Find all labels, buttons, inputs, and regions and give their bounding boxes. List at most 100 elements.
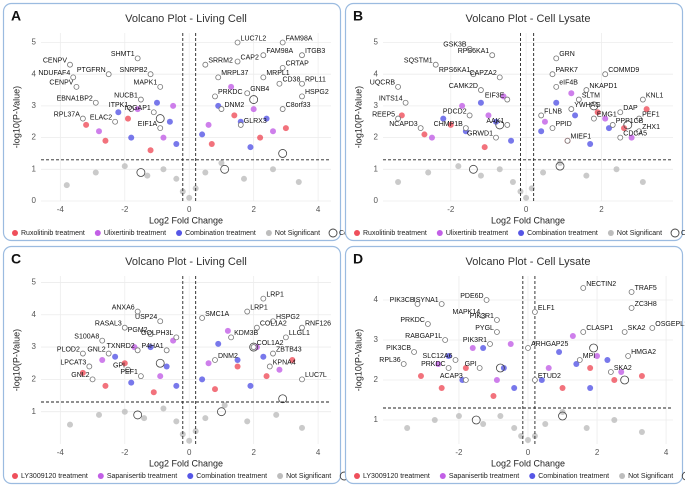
- labeled-point: [79, 115, 86, 122]
- data-point: [480, 421, 487, 427]
- gene-label: TRAF5: [635, 285, 657, 292]
- data-point: [471, 415, 481, 425]
- labeled-point: [607, 369, 614, 375]
- labeled-point: [253, 324, 260, 331]
- data-point: [128, 379, 135, 386]
- gene-label: PDE6D: [460, 293, 483, 300]
- data-point: [594, 353, 601, 359]
- legend-marker: [12, 230, 18, 236]
- data-point: [282, 125, 289, 132]
- labeled-point: [270, 350, 276, 357]
- gene-label: CAP2: [241, 54, 259, 61]
- data-point: [555, 161, 565, 171]
- data-point: [83, 121, 90, 128]
- data-point: [160, 134, 167, 141]
- labeled-point: [602, 71, 609, 78]
- gene-label: MRPL1: [266, 70, 289, 77]
- gene-label: LLGL1: [289, 330, 310, 337]
- labeled-point: [202, 61, 209, 68]
- data-point: [481, 144, 488, 151]
- data-point: [234, 363, 241, 370]
- gene-label: SKA2: [614, 365, 632, 372]
- data-point: [511, 425, 518, 431]
- gene-label: PRKDC: [421, 361, 446, 368]
- gene-label: NKAPD1: [589, 83, 617, 90]
- labeled-point: [639, 96, 646, 103]
- labeled-point: [549, 125, 556, 131]
- gene-label: RPS6KA1: [458, 48, 490, 55]
- legend-label: Ruxolitinib treatment: [363, 230, 427, 237]
- x-tick-label: 0: [524, 205, 529, 214]
- data-point: [136, 168, 146, 177]
- gene-label: LUC7L2: [241, 35, 267, 42]
- labeled-point: [493, 134, 499, 141]
- x-tick-label: -2: [121, 205, 129, 214]
- labeled-point: [504, 96, 511, 103]
- data-point: [102, 137, 109, 144]
- labeled-point: [496, 74, 503, 81]
- data-point: [228, 83, 235, 90]
- gene-label: GRWD1: [467, 130, 493, 137]
- labeled-point: [244, 308, 251, 315]
- labeled-point: [452, 357, 459, 363]
- legend-marker: [518, 230, 525, 236]
- labeled-point: [234, 58, 241, 65]
- gene-label: MAPK14: [452, 309, 480, 316]
- data-point: [205, 121, 212, 128]
- x-tick-label: 4: [316, 448, 321, 457]
- labeled-point: [553, 55, 560, 62]
- legend-marker: [187, 473, 194, 479]
- labeled-point: [218, 106, 225, 112]
- data-point: [485, 112, 492, 119]
- x-tick-label: 0: [187, 448, 192, 457]
- data-point: [276, 366, 283, 373]
- labeled-point: [591, 115, 597, 122]
- legend-label: Combination treatment: [538, 473, 609, 480]
- labeled-point: [395, 115, 401, 122]
- legend-label: Combination treatment: [196, 473, 267, 480]
- data-point: [589, 101, 599, 111]
- data-point: [247, 382, 254, 389]
- labeled-point: [299, 80, 305, 87]
- gene-label: FLNB: [544, 108, 562, 115]
- data-point: [589, 343, 598, 353]
- legend-marker: [94, 230, 101, 236]
- gene-label: ZBTB43: [276, 346, 302, 353]
- gene-label: PRKDC: [400, 317, 425, 324]
- labeled-point: [299, 52, 305, 59]
- legend-marker: [277, 473, 284, 479]
- data-point: [541, 118, 548, 125]
- gene-label: ACAP3: [440, 373, 463, 380]
- labeled-point: [411, 349, 417, 355]
- data-point: [96, 411, 102, 418]
- data-point: [121, 408, 128, 415]
- labeled-point: [244, 90, 251, 97]
- labeled-point: [260, 74, 267, 81]
- data-point: [611, 417, 618, 423]
- labeled-point: [402, 99, 409, 106]
- data-point: [469, 345, 476, 351]
- legend-label: Not Significant: [286, 473, 331, 480]
- data-point: [208, 140, 215, 147]
- data-point: [573, 361, 580, 367]
- y-tick-label: 5: [374, 38, 379, 47]
- labeled-point: [549, 71, 556, 78]
- data-point: [154, 99, 160, 106]
- gene-label: PIK3CB: [386, 345, 411, 352]
- data-point: [247, 144, 254, 151]
- labeled-point: [299, 324, 305, 331]
- gene-label: OSGEPL1: [655, 321, 685, 328]
- gene-label: CAMK2D: [449, 83, 478, 90]
- data-point: [639, 178, 646, 185]
- legend-marker: [12, 473, 18, 479]
- gene-label: ITGB3: [305, 48, 325, 55]
- labeled-point: [212, 93, 218, 100]
- labeled-point: [89, 376, 96, 383]
- gene-label: PGM2: [128, 327, 148, 334]
- x-tick-label: 2: [599, 205, 604, 214]
- data-point: [559, 385, 566, 391]
- labeled-point: [480, 313, 487, 319]
- labeled-point: [576, 357, 583, 363]
- data-point: [157, 373, 164, 380]
- data-point: [395, 178, 402, 185]
